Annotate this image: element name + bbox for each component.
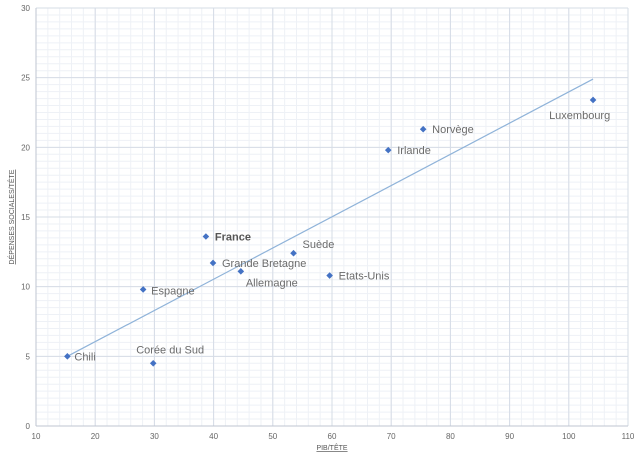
data-point (209, 259, 217, 267)
x-tick-label: 20 (91, 432, 100, 441)
x-tick-label: 60 (328, 432, 337, 441)
trendline-group (67, 78, 594, 357)
data-point (290, 249, 297, 257)
x-tick-label: 110 (622, 432, 635, 441)
data-point (149, 360, 157, 367)
data-points (64, 96, 597, 367)
x-tick-label: 10 (32, 432, 41, 441)
x-tick-label: 100 (562, 432, 576, 441)
data-label: Corée du Sud (136, 344, 204, 356)
data-point (237, 268, 245, 275)
y-tick-label: 0 (26, 422, 31, 431)
data-point (419, 125, 427, 133)
x-tick-label: 80 (446, 432, 455, 441)
data-label: Espagne (151, 285, 194, 297)
data-point (64, 353, 71, 360)
x-tick-label: 50 (268, 432, 277, 441)
y-axis-ticks: 0 5 10 15 20 25 30 (21, 4, 30, 431)
data-label: Luxembourg (549, 110, 610, 122)
data-point (326, 272, 333, 279)
y-axis-title: DÉPENSES SOCIALES/TÊTE (7, 169, 16, 264)
data-label: Allemagne (246, 277, 298, 289)
data-point (139, 286, 147, 293)
y-tick-label: 5 (26, 352, 31, 361)
data-point (384, 146, 392, 154)
x-tick-label: 90 (505, 432, 514, 441)
data-label: Suède (303, 239, 335, 251)
x-axis-title: PIB/TÊTE (316, 443, 347, 452)
x-axis-ticks: 10 20 30 40 50 60 70 80 90 100 110 (32, 432, 635, 441)
y-tick-label: 20 (21, 143, 30, 152)
data-point (589, 96, 597, 104)
data-label: France (215, 232, 251, 244)
data-label: Norvège (432, 124, 474, 136)
y-tick-label: 30 (21, 4, 30, 13)
y-tick-label: 25 (21, 74, 30, 83)
data-label: Grande Bretagne (222, 258, 306, 270)
data-point (202, 233, 210, 240)
x-tick-label: 70 (387, 432, 396, 441)
data-label: Chili (74, 351, 95, 363)
data-label: Etats-Unis (339, 271, 390, 283)
y-tick-label: 15 (21, 213, 30, 222)
x-tick-label: 40 (209, 432, 218, 441)
x-tick-label: 30 (150, 432, 159, 441)
grid (35, 7, 629, 427)
y-tick-label: 10 (21, 283, 30, 292)
data-label: Irlande (397, 145, 431, 157)
point-labels: Chili Corée du Sud Espagne France Grande Bre… (74, 110, 610, 363)
trendline (67, 78, 594, 357)
